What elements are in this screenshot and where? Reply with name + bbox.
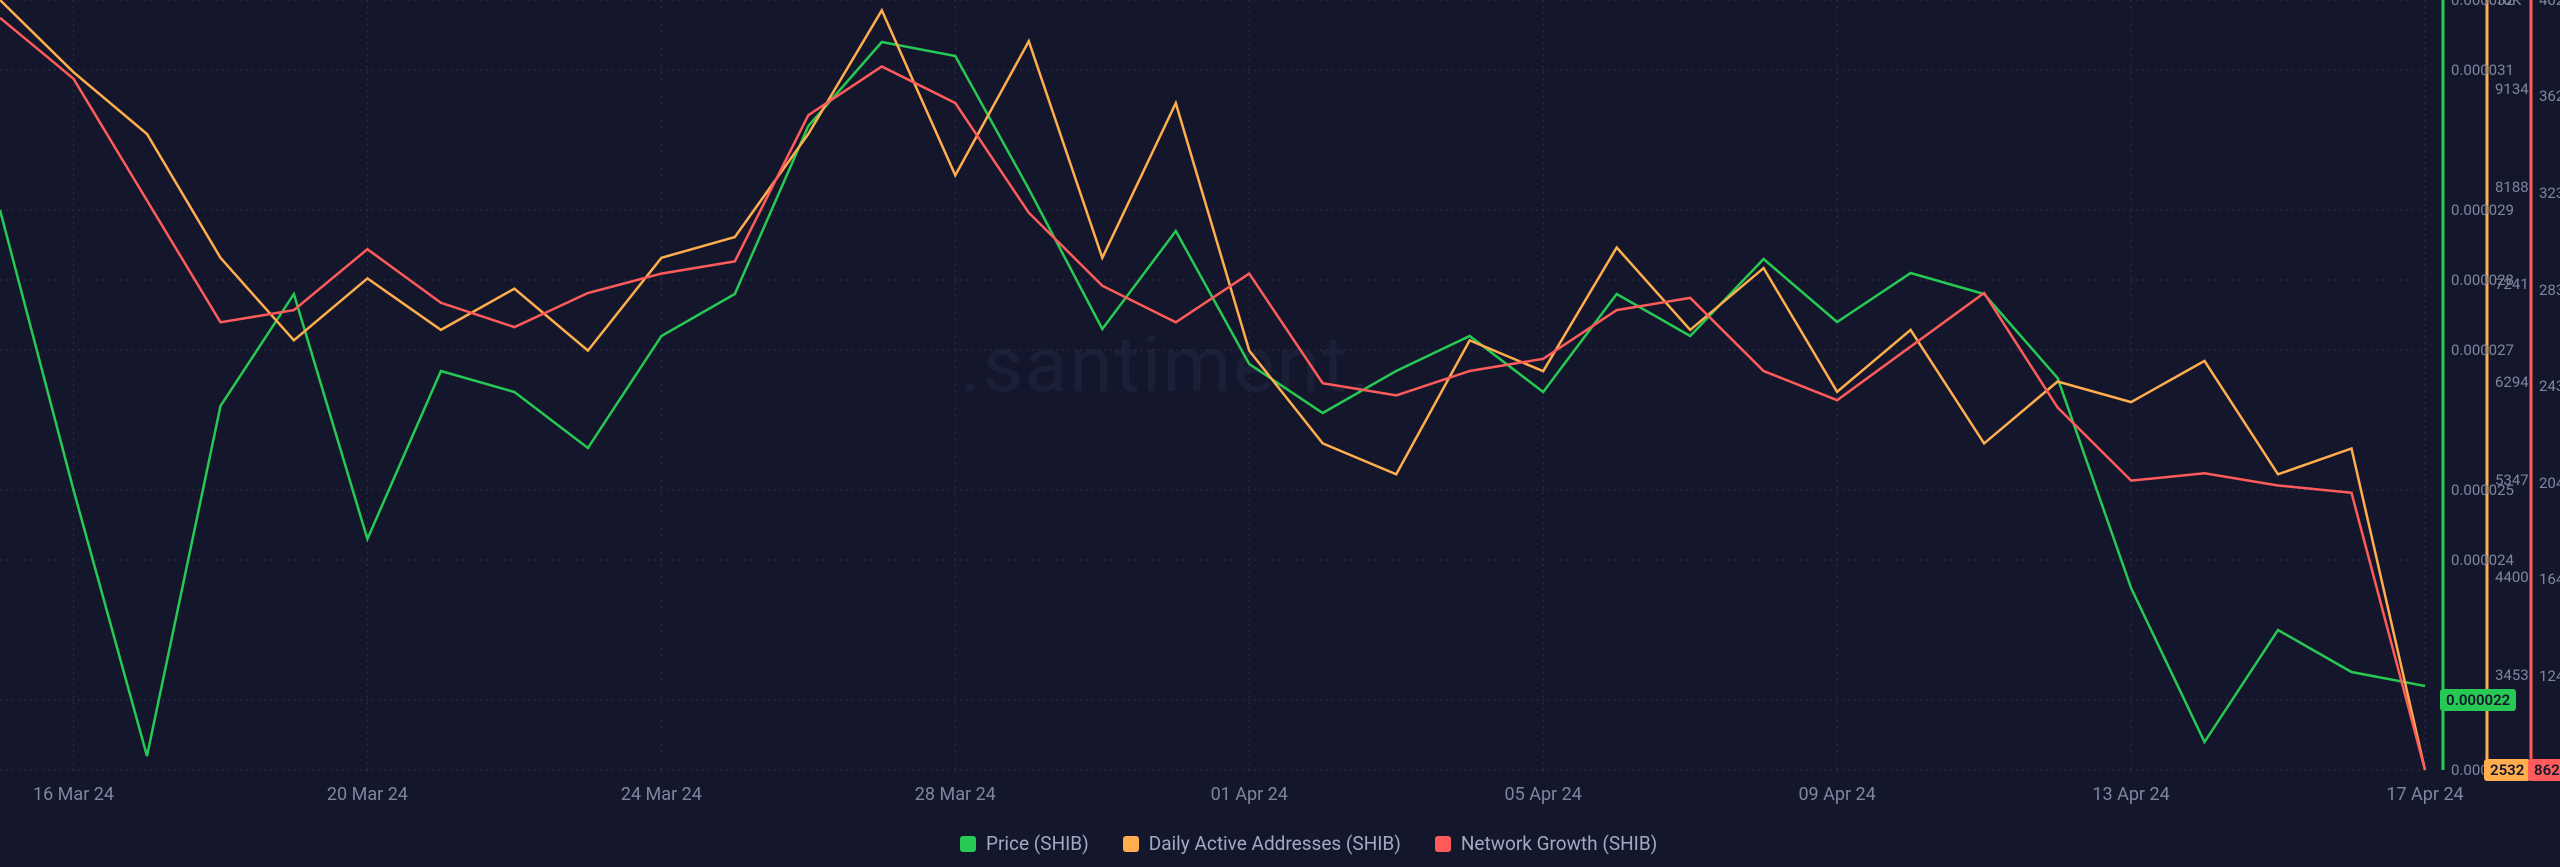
x-tick-label: 17 Apr 24 — [2386, 784, 2463, 805]
axis-layer — [0, 0, 2560, 867]
y-tick-label: 4023 — [2539, 0, 2560, 9]
y-tick-label: 10K — [2495, 0, 2521, 9]
legend-item[interactable]: Network Growth (SHIB) — [1435, 832, 1657, 855]
y-tick-label: 1249 — [2539, 667, 2560, 685]
legend-item[interactable]: Daily Active Addresses (SHIB) — [1123, 832, 1401, 855]
y-tick-label: 1645 — [2539, 570, 2560, 588]
legend-swatch — [960, 836, 976, 852]
y-tick-label: 3453 — [2495, 666, 2529, 684]
x-tick-label: 24 Mar 24 — [621, 784, 702, 805]
current-value-badge-price: 0.000022 — [2440, 689, 2516, 711]
legend-swatch — [1123, 836, 1139, 852]
y-tick-label: 2834 — [2539, 281, 2560, 299]
x-tick-label: 09 Apr 24 — [1798, 784, 1875, 805]
current-value-badge-growth: 862 — [2528, 759, 2560, 781]
x-tick-label: 05 Apr 24 — [1505, 784, 1582, 805]
y-tick-label: 6294 — [2495, 373, 2529, 391]
legend-label: Daily Active Addresses (SHIB) — [1149, 832, 1401, 855]
chart-legend: Price (SHIB) Daily Active Addresses (SHIB… — [960, 832, 1657, 855]
y-tick-label: 3231 — [2539, 184, 2560, 202]
y-tick-label: 8188 — [2495, 178, 2529, 196]
legend-swatch — [1435, 836, 1451, 852]
x-tick-label: 01 Apr 24 — [1211, 784, 1288, 805]
y-tick-label: 2438 — [2539, 377, 2560, 395]
x-tick-label: 13 Apr 24 — [2092, 784, 2169, 805]
x-tick-label: 20 Mar 24 — [327, 784, 408, 805]
current-value-badge-daa: 2532 — [2484, 759, 2530, 781]
y-tick-label: 2042 — [2539, 474, 2560, 492]
legend-label: Network Growth (SHIB) — [1461, 832, 1657, 855]
chart-root: .santiment. 16 Mar 2420 Mar 2424 Mar 242… — [0, 0, 2560, 867]
legend-item[interactable]: Price (SHIB) — [960, 832, 1089, 855]
y-tick-label: 0.000031 — [2451, 61, 2514, 79]
x-tick-label: 16 Mar 24 — [33, 784, 114, 805]
legend-label: Price (SHIB) — [986, 832, 1089, 855]
x-tick-label: 28 Mar 24 — [915, 784, 996, 805]
y-tick-label: 4400 — [2495, 568, 2529, 586]
y-tick-label: 5347 — [2495, 471, 2529, 489]
y-tick-label: 9134 — [2495, 80, 2529, 98]
y-tick-label: 0.000029 — [2451, 201, 2514, 219]
y-tick-label: 0.000027 — [2451, 341, 2514, 359]
y-tick-label: 7241 — [2495, 275, 2529, 293]
y-tick-label: 3627 — [2539, 87, 2560, 105]
y-tick-label: 0.000024 — [2451, 551, 2514, 569]
